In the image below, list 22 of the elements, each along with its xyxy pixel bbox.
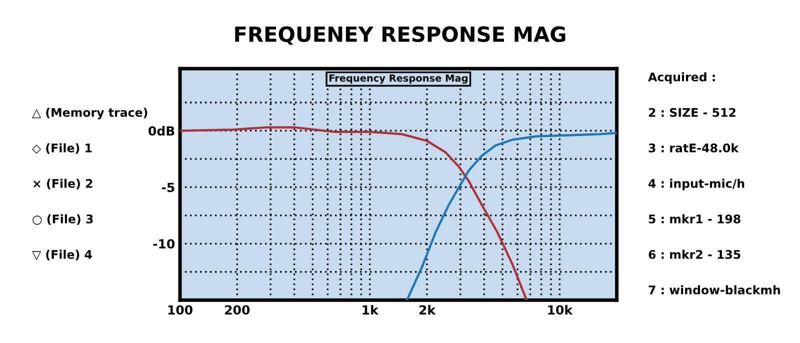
- y-tick-label: 0dB: [148, 126, 174, 136]
- text: ▽ (File) 4: [32, 250, 92, 260]
- text: ◇ (File) 1: [32, 143, 92, 154]
- y-tick-label: -10: [153, 239, 175, 249]
- text: Frequency Response Mag: [329, 74, 468, 84]
- chart-title: FREQUENEY RESPONSE MAG: [235, 26, 566, 45]
- y-tick-label: -5: [162, 182, 174, 192]
- x-tick-label: 2k: [419, 304, 436, 314]
- text: ○ (File) 3: [32, 214, 93, 225]
- text: 7 : window-blackmh: [648, 285, 780, 294]
- x-tick-label: 200: [225, 305, 250, 315]
- x-tick-label: 1k: [362, 304, 379, 314]
- text: × (File) 2: [33, 178, 92, 190]
- text: 3 : ratE-48.0k: [648, 143, 739, 152]
- text: 4 : input-mic/h: [648, 178, 744, 190]
- x-tick-label: 10k: [548, 304, 573, 315]
- text: 5 : mkr1 - 198: [648, 214, 740, 224]
- text: △ (Memory trace): [32, 108, 148, 120]
- text: Acquired :: [648, 72, 715, 84]
- text: 6 : mkr2 - 135: [648, 250, 740, 259]
- x-tick-label: 100: [168, 305, 192, 315]
- text: 2 : SIZE - 512: [648, 108, 736, 117]
